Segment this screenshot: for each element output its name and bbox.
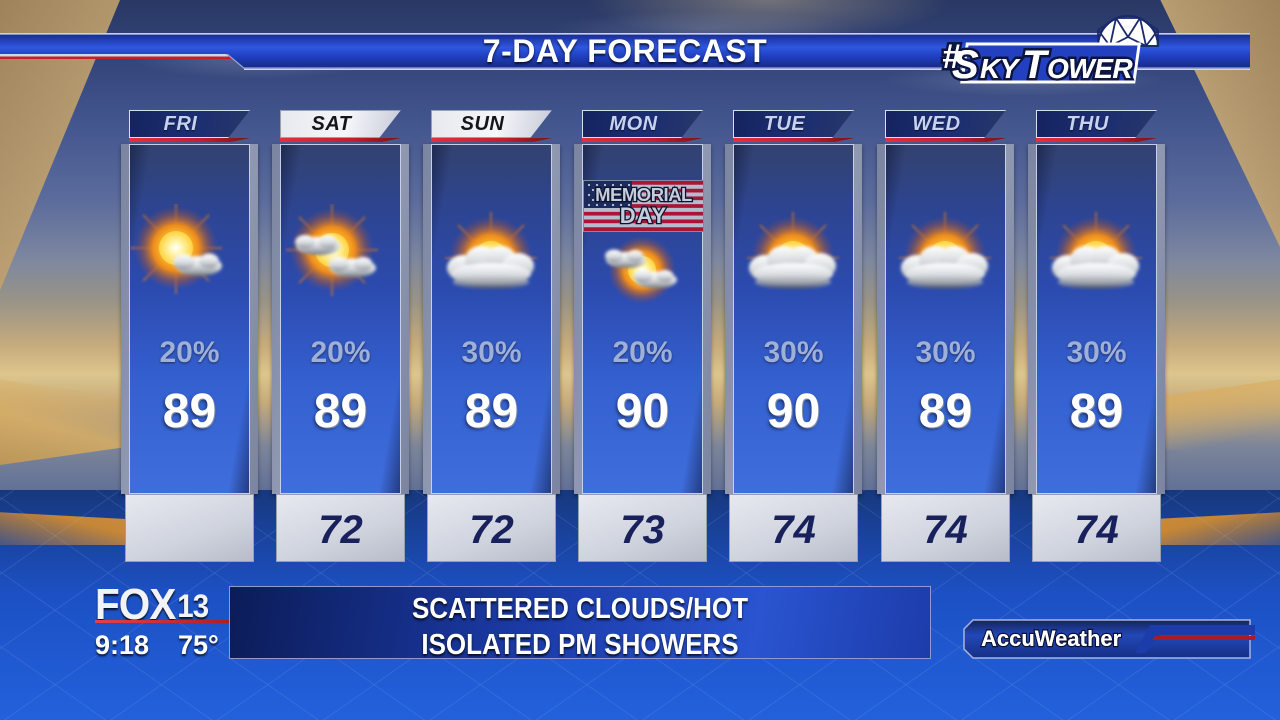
svg-text:AccuWeather: AccuWeather [981,626,1122,651]
svg-text:T: T [1022,43,1050,87]
svg-text:OWER: OWER [1047,53,1133,84]
svg-text:KY: KY [980,53,1021,84]
svg-text:MEMORIAL: MEMORIAL [595,184,692,205]
svg-text:#: # [942,38,961,76]
svg-text:DAY: DAY [620,203,667,228]
